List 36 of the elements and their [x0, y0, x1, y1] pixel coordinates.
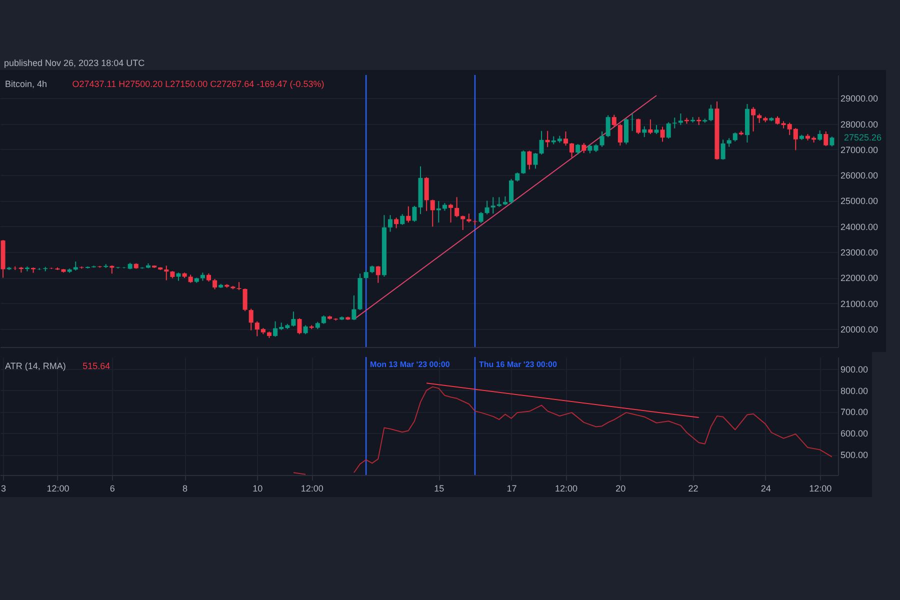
ref-line-label: Mon 13 Mar '23 00:00	[370, 360, 450, 369]
x-tick-label: 12:00	[46, 484, 70, 494]
y-tick-label: 21000.00	[840, 298, 878, 309]
y-tick-label: 23000.00	[840, 248, 878, 258]
chart-title: ATR (14, RMA)	[5, 361, 66, 371]
text: published Nov 26, 2023 18:04 UTC	[4, 58, 145, 68]
x-tick-label: 10	[252, 484, 263, 494]
y-tick-label: 27000.00	[840, 144, 878, 155]
y-tick-label: 800.00	[840, 386, 868, 396]
y-tick-label: 22000.00	[840, 273, 878, 284]
x-tick-label: 22	[688, 484, 698, 494]
y-tick-label: 700.00	[840, 407, 868, 418]
y-tick-label: 25000.00	[840, 196, 878, 206]
text: 27525.26	[844, 132, 882, 143]
x-tick-label: 12:00	[300, 484, 324, 494]
y-tick-label: 29000.00	[840, 94, 878, 104]
chart-title: Bitcoin, 4h	[5, 79, 48, 89]
y-tick-label: 28000.00	[840, 119, 878, 130]
y-tick-label: 900.00	[840, 364, 868, 374]
y-tick-label: 20000.00	[840, 324, 878, 335]
x-tick-label: 24	[760, 484, 771, 494]
x-tick-label: 3	[1, 484, 6, 494]
x-tick-label: 12:00	[554, 484, 578, 494]
annotation: 515.64	[82, 361, 110, 371]
y-tick-label: 600.00	[840, 428, 868, 439]
x-tick-label: 15	[434, 484, 444, 494]
y-tick-label: 500.00	[840, 450, 868, 460]
y-tick-label: 26000.00	[840, 170, 878, 181]
x-tick-label: 8	[182, 484, 188, 494]
x-tick-label: 12:00	[809, 484, 832, 494]
x-tick-label: 20	[616, 484, 626, 494]
annotation: O27437.11 H27500.20 L27150.00 C27267.64 -169.47 (-0.53%)	[72, 79, 324, 89]
y-tick-label: 24000.00	[840, 222, 878, 232]
x-tick-label: 6	[110, 484, 115, 494]
x-tick-label: 17	[506, 484, 517, 494]
ref-line-label: Thu 16 Mar '23 00:00	[478, 360, 558, 369]
